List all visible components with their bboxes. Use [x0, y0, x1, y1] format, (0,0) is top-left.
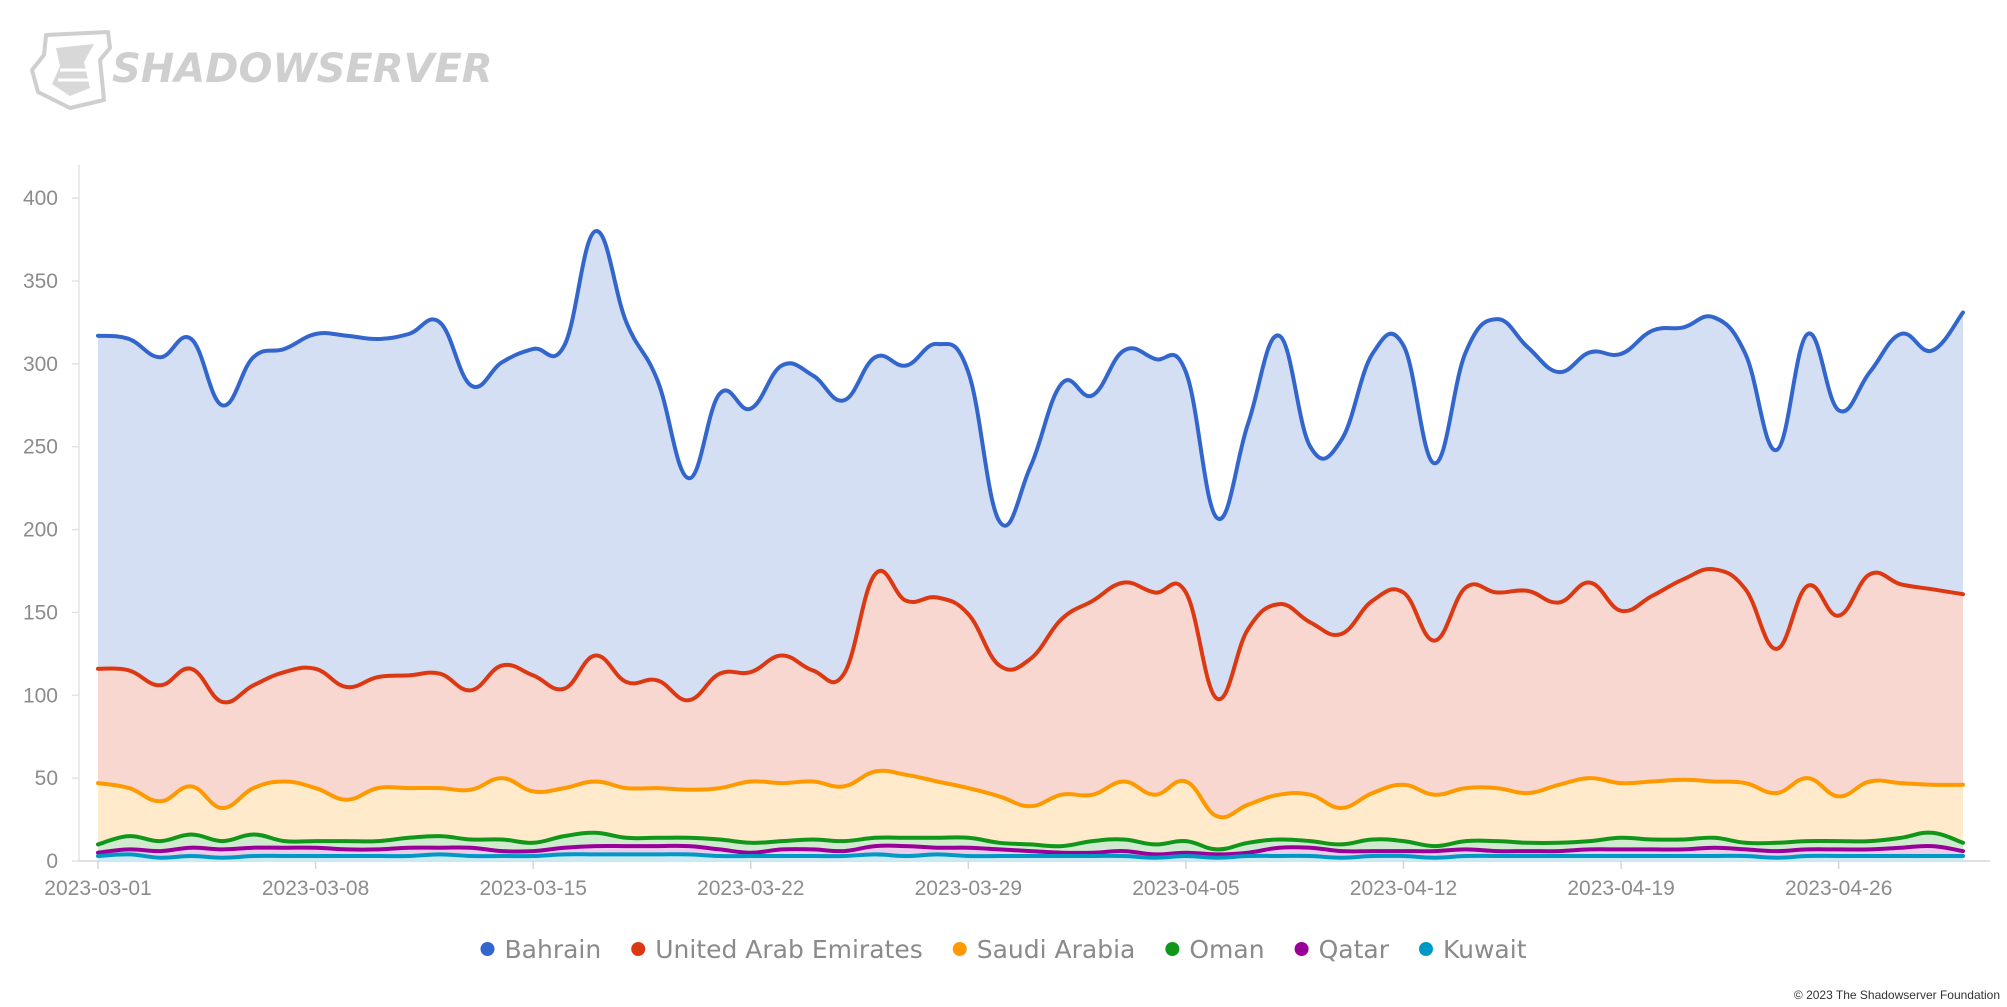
legend-marker	[952, 942, 967, 956]
legend-marker	[1294, 942, 1309, 956]
line-oman[interactable]	[96, 830, 1965, 852]
y-tick-label: 150	[23, 601, 58, 624]
legend-item-saudi-arabia[interactable]: Saudi Arabia	[952, 935, 1136, 964]
line-united-arab-emirates[interactable]	[96, 566, 1965, 705]
brand-name: SHADOWSERVER	[112, 46, 493, 92]
line-qatar[interactable]	[96, 843, 1965, 857]
copyright-text: © 2023 The Shadowserver Foundation	[1794, 988, 2000, 1002]
legend-label: Kuwait	[1443, 935, 1527, 964]
y-axis-ticks: 0 50 100 150 200 250 300 350 400	[23, 187, 79, 873]
x-tick-label: 2023-03-15	[479, 877, 586, 900]
y-tick-label: 400	[23, 187, 58, 210]
legend-label: United Arab Emirates	[655, 935, 923, 964]
y-tick-label: 50	[35, 767, 58, 790]
legend-marker	[480, 942, 495, 956]
x-tick-label: 2023-04-19	[1567, 877, 1674, 900]
x-tick-label: 2023-04-12	[1350, 877, 1457, 900]
legend-item-oman[interactable]: Oman	[1165, 935, 1265, 964]
x-tick-label: 2023-04-26	[1785, 877, 1892, 900]
legend-item-qatar[interactable]: Qatar	[1294, 935, 1390, 964]
chart-legend[interactable]: Bahrain United Arab Emirates Saudi Arabia O…	[480, 935, 1527, 964]
legend-item-kuwait[interactable]: Kuwait	[1418, 935, 1527, 964]
legend-marker	[631, 942, 646, 956]
y-tick-label: 250	[23, 436, 58, 459]
y-tick-label: 200	[23, 519, 58, 542]
legend-label: Saudi Arabia	[977, 935, 1136, 964]
series-lines	[96, 229, 1965, 860]
line-bahrain[interactable]	[96, 229, 1965, 528]
line-saudi-arabia[interactable]	[96, 768, 1965, 820]
x-tick-label: 2023-03-08	[262, 877, 369, 900]
x-tick-label: 2023-03-22	[697, 877, 804, 900]
shadowserver-logo: SHADOWSERVER	[30, 30, 493, 110]
legend-label: Oman	[1189, 935, 1264, 964]
x-axis-ticks: 2023-03-01 2023-03-08 2023-03-15 2023-03-22…	[44, 861, 1892, 900]
shadowserver-logo-icon	[30, 30, 112, 110]
x-tick-label: 2023-04-05	[1132, 877, 1239, 900]
line-kuwait[interactable]	[96, 852, 1965, 860]
y-tick-label: 100	[23, 684, 58, 707]
x-tick-label: 2023-03-01	[44, 877, 151, 900]
legend-marker	[1165, 942, 1180, 956]
legend-label: Qatar	[1319, 935, 1390, 964]
x-tick-label: 2023-03-29	[915, 877, 1022, 900]
y-tick-label: 300	[23, 353, 58, 376]
legend-item-bahrain[interactable]: Bahrain	[480, 935, 602, 964]
y-tick-label: 0	[46, 850, 58, 873]
y-tick-label: 350	[23, 270, 58, 293]
legend-label: Bahrain	[505, 935, 602, 964]
legend-marker	[1418, 942, 1433, 956]
legend-item-united-arab-emirates[interactable]: United Arab Emirates	[631, 935, 923, 964]
